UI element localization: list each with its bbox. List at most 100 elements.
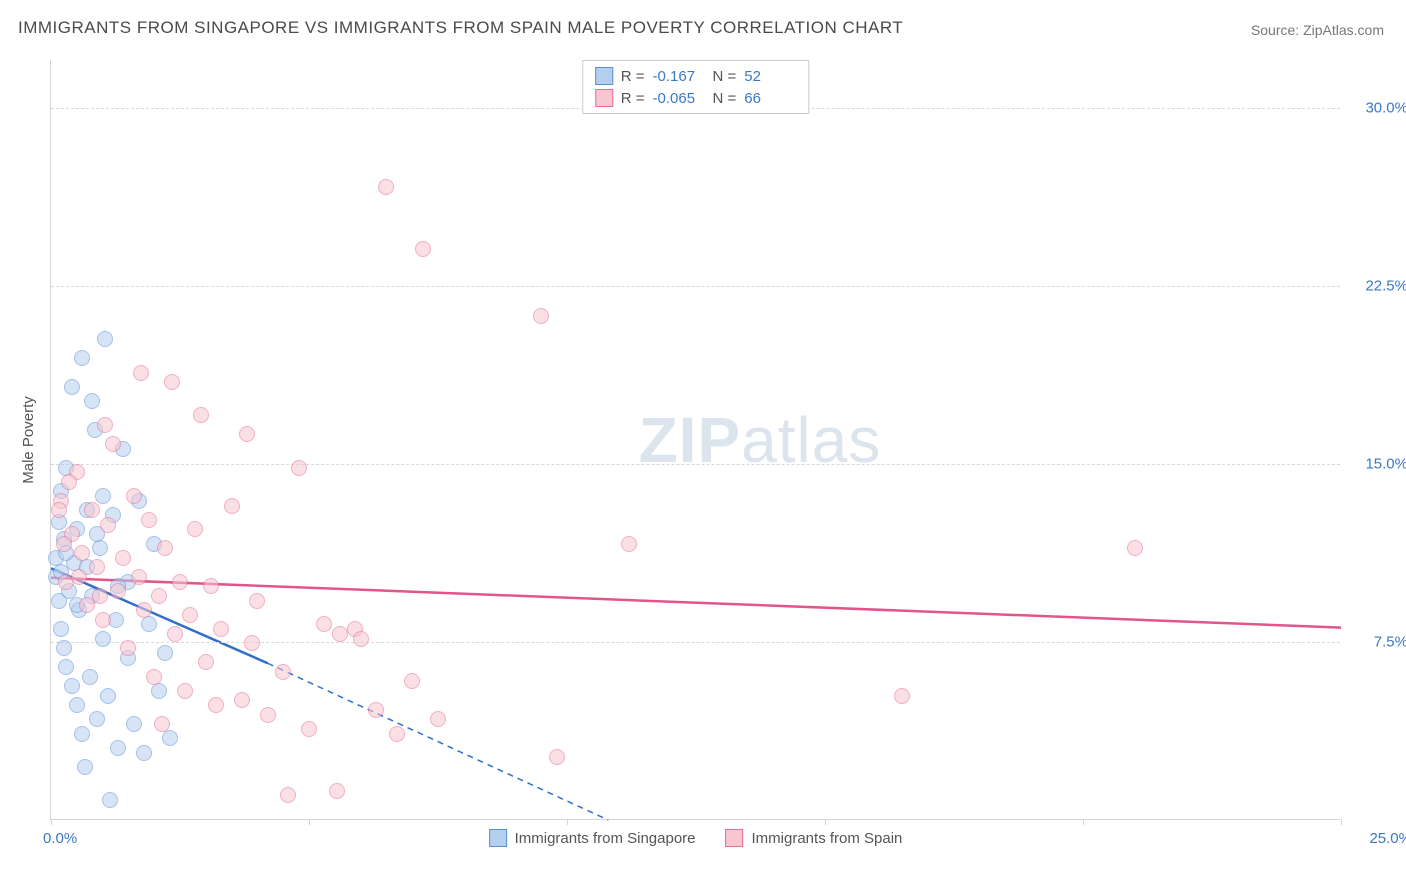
scatter-point: [141, 512, 157, 528]
x-tick: [567, 819, 568, 825]
gridline-h: [51, 464, 1340, 465]
scatter-point: [404, 673, 420, 689]
scatter-point: [389, 726, 405, 742]
scatter-point: [115, 550, 131, 566]
scatter-point: [95, 631, 111, 647]
scatter-point: [549, 749, 565, 765]
scatter-point: [133, 365, 149, 381]
legend-swatch: [726, 829, 744, 847]
scatter-point: [89, 711, 105, 727]
scatter-point: [260, 707, 276, 723]
scatter-point: [187, 521, 203, 537]
legend-r-label: R =: [621, 68, 645, 85]
scatter-point: [110, 740, 126, 756]
legend-r-value: -0.167: [653, 68, 705, 85]
scatter-point: [249, 593, 265, 609]
scatter-point: [89, 559, 105, 575]
scatter-point: [136, 602, 152, 618]
scatter-point: [58, 659, 74, 675]
scatter-point: [301, 721, 317, 737]
scatter-point: [53, 621, 69, 637]
scatter-point: [95, 612, 111, 628]
scatter-point: [84, 393, 100, 409]
legend-stats-row: R = -0.167 N = 52: [595, 65, 797, 87]
scatter-point: [157, 645, 173, 661]
legend-series-item: Immigrants from Singapore: [489, 829, 696, 847]
scatter-point: [56, 640, 72, 656]
scatter-point: [533, 308, 549, 324]
source-credit: Source: ZipAtlas.com: [1251, 22, 1384, 38]
scatter-point: [131, 569, 147, 585]
scatter-point: [154, 716, 170, 732]
scatter-point: [234, 692, 250, 708]
x-tick: [51, 819, 52, 825]
legend-stats-box: R =-0.167N =52R =-0.065N =66: [582, 60, 810, 114]
chart-title: IMMIGRANTS FROM SINGAPORE VS IMMIGRANTS …: [18, 18, 903, 38]
scatter-point: [239, 426, 255, 442]
scatter-point: [244, 635, 260, 651]
legend-swatch: [595, 67, 613, 85]
legend-stats-row: R =-0.065N =66: [595, 87, 797, 109]
scatter-point: [332, 626, 348, 642]
scatter-point: [208, 697, 224, 713]
scatter-point: [291, 460, 307, 476]
scatter-point: [51, 502, 67, 518]
scatter-point: [74, 350, 90, 366]
legend-n-label: N =: [713, 68, 737, 85]
scatter-point: [164, 374, 180, 390]
scatter-point: [368, 702, 384, 718]
scatter-point: [162, 730, 178, 746]
gridline-h: [51, 286, 1340, 287]
scatter-point: [415, 241, 431, 257]
trend-line: [51, 578, 1341, 628]
legend-series: Immigrants from Singapore Immigrants from…: [489, 829, 903, 847]
scatter-point: [172, 574, 188, 590]
scatter-point: [84, 502, 100, 518]
scatter-point: [430, 711, 446, 727]
scatter-point: [151, 683, 167, 699]
scatter-point: [100, 517, 116, 533]
legend-series-label: Immigrants from Spain: [752, 830, 903, 847]
legend-swatch: [489, 829, 507, 847]
scatter-point: [64, 379, 80, 395]
scatter-point: [151, 588, 167, 604]
scatter-point: [378, 179, 394, 195]
y-tick-label: 15.0%: [1365, 455, 1406, 472]
scatter-point: [61, 474, 77, 490]
scatter-point: [74, 726, 90, 742]
scatter-point: [110, 583, 126, 599]
scatter-point: [126, 488, 142, 504]
scatter-point: [193, 407, 209, 423]
scatter-point: [167, 626, 183, 642]
scatter-point: [146, 669, 162, 685]
scatter-point: [126, 716, 142, 732]
scatter-point: [198, 654, 214, 670]
legend-r-value: -0.065: [653, 90, 705, 107]
scatter-point: [64, 678, 80, 694]
legend-n-label: N =: [713, 90, 737, 107]
scatter-point: [105, 436, 121, 452]
plot-area: ZIPatlas R =-0.167N =52R =-0.065N =66 Im…: [50, 60, 1340, 820]
legend-swatch: [595, 89, 613, 107]
scatter-point: [157, 540, 173, 556]
legend-series-item: Immigrants from Spain: [726, 829, 903, 847]
scatter-point: [95, 488, 111, 504]
scatter-point: [77, 759, 93, 775]
legend-n-value: 52: [744, 68, 796, 85]
scatter-point: [275, 664, 291, 680]
scatter-point: [56, 536, 72, 552]
scatter-point: [894, 688, 910, 704]
y-tick-label: 30.0%: [1365, 99, 1406, 116]
y-axis-label: Male Poverty: [20, 396, 37, 484]
scatter-point: [182, 607, 198, 623]
x-tick: [1341, 819, 1342, 825]
scatter-point: [71, 569, 87, 585]
legend-series-label: Immigrants from Singapore: [515, 830, 696, 847]
y-tick-label: 7.5%: [1374, 633, 1406, 650]
scatter-point: [213, 621, 229, 637]
scatter-point: [74, 545, 90, 561]
scatter-point: [120, 640, 136, 656]
scatter-point: [97, 417, 113, 433]
scatter-point: [69, 697, 85, 713]
legend-r-label: R =: [621, 90, 645, 107]
